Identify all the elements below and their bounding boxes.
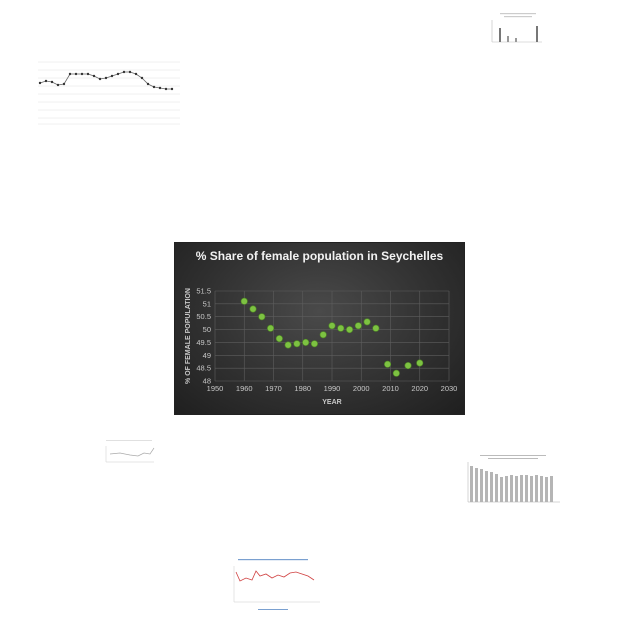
x-tick-label: 2000 <box>353 384 370 393</box>
data-point <box>275 335 283 343</box>
thumbnail-line-chart <box>38 61 180 125</box>
data-point <box>258 313 266 321</box>
data-point <box>372 324 380 332</box>
y-tick-label: 49 <box>203 351 211 360</box>
chart-plot-area: 1950 1960 1970 1980 1990 2000 2010 2020 2030 48 48… <box>185 287 458 407</box>
thumbnail-right-bar-chart <box>467 455 560 503</box>
x-tick-label: 1980 <box>294 384 311 393</box>
y-tick-label: 50 <box>203 325 211 334</box>
data-point <box>267 324 275 332</box>
data-point <box>363 318 371 326</box>
x-tick-label: 2020 <box>411 384 428 393</box>
x-tick-label: 2010 <box>382 384 399 393</box>
x-tick-label: 2030 <box>441 384 458 393</box>
data-point <box>284 341 292 349</box>
thumbnail-small-line-chart <box>105 440 155 463</box>
data-point <box>249 305 257 313</box>
y-tick-label: 51 <box>203 299 211 308</box>
y-tick-label: 51.5 <box>196 287 211 296</box>
data-point <box>416 359 424 367</box>
data-point <box>337 324 345 332</box>
y-tick-label: 50.5 <box>196 312 211 321</box>
data-point <box>354 322 362 330</box>
data-point <box>319 331 327 339</box>
data-point <box>328 322 336 330</box>
x-axis-label: YEAR <box>322 399 341 406</box>
data-point <box>240 297 248 305</box>
thumbnail-bar-chart <box>491 13 542 43</box>
x-tick-label: 1950 <box>207 384 224 393</box>
y-tick-label: 48 <box>203 377 211 386</box>
x-tick-label: 1970 <box>265 384 282 393</box>
data-point <box>302 338 310 346</box>
data-point <box>293 340 301 348</box>
chart-title: % Share of female population in Seychell… <box>195 249 444 263</box>
data-point <box>310 340 318 348</box>
data-point <box>384 360 392 368</box>
thumbnail-red-line-chart <box>233 559 320 610</box>
x-tick-label: 1960 <box>236 384 253 393</box>
y-tick-label: 49.5 <box>196 338 211 347</box>
x-tick-label: 1990 <box>324 384 341 393</box>
data-point <box>392 369 400 377</box>
data-point <box>346 326 354 334</box>
y-tick-label: 48.5 <box>196 364 211 373</box>
data-point <box>404 362 412 370</box>
y-axis-label: % OF FEMALE POPULATION <box>185 288 192 384</box>
female-population-chart: % Share of female population in Seychell… <box>174 242 465 415</box>
